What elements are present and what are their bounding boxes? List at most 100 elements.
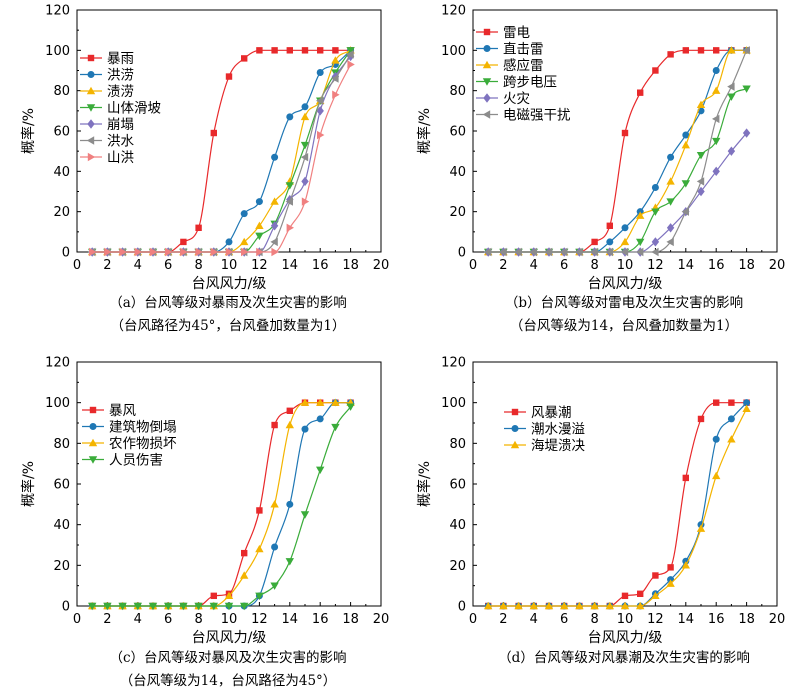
data-point [514,601,523,610]
chart-panel-1: 0 2 4 6 8 10 12 14 16 18 20 0 20 40 60 80 100 120 台风风力/级 概率… [416,4,785,335]
x-tick-label: 10 [617,258,634,273]
data-point [195,247,203,257]
legend-label: 雷电 [503,25,530,41]
data-point [256,247,264,257]
data-point [667,51,674,58]
data-point [666,579,675,587]
y-tick-label: 80 [449,84,466,99]
legend-entry: 暴雨 [80,51,134,67]
y-tick-label: 80 [449,437,466,452]
y-axis-label: 概率/% [20,108,37,154]
panel-caption: （a）台风等级对暴雨及次生灾害的影响 [109,294,347,311]
y-tick-label: 40 [53,165,70,180]
data-point [209,602,218,611]
data-point [696,152,706,160]
y-axis-label: 概率/% [20,461,37,507]
data-point [484,601,493,610]
data-point [89,247,97,257]
x-tick-label: 6 [560,612,568,627]
x-tick-label: 20 [769,258,786,273]
data-point [240,210,248,218]
data-point [255,232,264,241]
x-tick-label: 20 [769,612,786,627]
data-point [712,137,721,146]
data-point [317,130,325,140]
x-tick-label: 10 [221,612,238,627]
data-point [637,89,644,96]
y-tick-label: 0 [458,600,466,615]
data-point [346,50,354,59]
legend-entry: 洪水 [80,134,134,150]
panel-caption: （d）台风等级对风暴潮及次生灾害的影响 [498,649,750,666]
y-tick-label: 120 [441,4,466,19]
legend-label: 洪水 [107,134,134,150]
legend-marker [89,406,97,414]
data-point [316,466,325,474]
data-point [651,237,660,247]
legend-label: 海堤溃决 [531,438,585,454]
data-point [621,592,629,600]
y-axis-label: 概率/% [416,461,433,507]
legend-label: 风暴潮 [531,405,572,421]
data-point [727,93,736,101]
data-point [712,86,721,94]
x-axis-label: 台风风力/级 [192,276,267,292]
data-point [300,153,309,162]
data-point [270,237,278,247]
y-tick-label: 80 [53,84,70,99]
data-point [652,67,659,74]
legend-entry: 崩塌 [80,117,134,133]
data-point [620,237,630,246]
data-point [180,247,188,257]
legend-label: 火灾 [503,90,530,107]
data-point [332,90,340,99]
data-point [742,46,750,55]
data-point [682,47,689,54]
y-tick-label: 80 [53,437,70,452]
data-point [681,207,689,216]
data-point [285,420,294,429]
data-point [666,237,674,247]
data-point [681,180,690,188]
data-point [590,601,599,610]
x-tick-label: 14 [282,258,299,273]
x-tick-label: 14 [678,258,695,273]
x-tick-label: 10 [617,612,634,627]
legend-marker [511,425,519,432]
y-tick-label: 0 [62,246,70,261]
x-tick-label: 0 [469,258,477,273]
data-point [194,602,203,611]
legend-marker [87,54,95,62]
y-tick-label: 60 [53,125,70,140]
data-point [346,403,355,411]
data-point [713,47,720,54]
y-tick-label: 40 [53,518,70,533]
data-point [652,572,659,579]
data-point [148,602,158,611]
x-tick-label: 6 [560,258,568,273]
y-tick-label: 100 [441,44,466,59]
data-point [346,47,355,55]
y-tick-label: 20 [53,559,70,574]
panel-caption-note: （台风路径为45°，台风叠加数量为1） [110,318,345,334]
data-point [621,129,629,137]
data-point [544,601,554,610]
legend-entry: 海堤溃决 [504,438,585,454]
data-point [134,247,142,257]
x-tick-label: 18 [738,612,755,627]
x-tick-label: 10 [221,258,238,273]
data-point [255,544,264,553]
y-tick-label: 120 [45,4,70,19]
data-point [271,153,279,161]
legend-marker [88,438,98,447]
x-tick-label: 16 [708,612,725,627]
legend-label: 跨步电压 [503,75,557,91]
data-point [316,106,324,116]
data-point [742,128,751,138]
data-point [499,601,508,610]
x-axis-label: 台风风力/级 [588,630,663,646]
data-point [636,247,644,257]
data-point [165,247,173,257]
legend-entry: 渍涝 [80,84,134,100]
x-tick-label: 18 [342,612,359,627]
